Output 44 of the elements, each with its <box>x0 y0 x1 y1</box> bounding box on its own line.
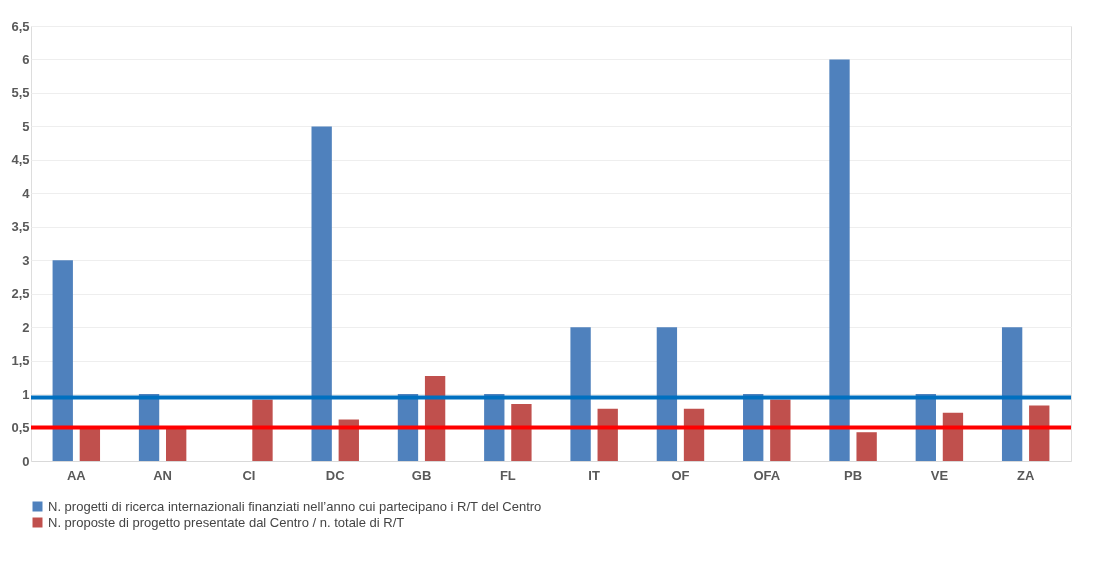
x-tick-label: CI <box>242 467 256 483</box>
bar <box>656 327 678 461</box>
y-tick-label: 1 <box>22 386 30 402</box>
y-tick-label: 0 <box>22 453 30 469</box>
bar <box>770 399 791 461</box>
x-tick-label: AN <box>153 467 173 483</box>
bar <box>1029 405 1050 461</box>
legend-label: N. proposte di progetto presentate dal Centro / n. totale di R/T <box>48 514 405 530</box>
y-tick-label: 5 <box>22 118 30 134</box>
y-tick-label: 2 <box>22 319 30 335</box>
y-tick-label: 5,5 <box>11 85 30 101</box>
x-tick-label: GB <box>411 467 432 483</box>
bar <box>683 408 705 461</box>
bar <box>570 327 591 461</box>
bar <box>252 399 273 461</box>
bar <box>829 59 850 461</box>
bar <box>79 427 101 461</box>
bar <box>597 408 618 461</box>
y-tick-label: 3 <box>22 252 30 268</box>
x-tick-label: PB <box>844 467 863 483</box>
bar <box>856 432 877 461</box>
bar <box>52 260 73 461</box>
y-tick-label: 3,5 <box>11 219 30 235</box>
y-tick-label: 6,5 <box>11 18 30 34</box>
x-tick-label: OF <box>671 467 690 483</box>
y-tick-label: 1,5 <box>11 353 30 369</box>
x-tick-label: IT <box>588 467 600 483</box>
x-tick-label: OFA <box>753 467 781 483</box>
x-tick-label: DC <box>325 467 346 483</box>
bar <box>511 404 532 461</box>
x-tick-label: AA <box>66 467 87 483</box>
x-tick-label: VE <box>930 467 949 483</box>
legend-label: N. progetti di ricerca internazionali finanziati nell’anno cui partecipano i R/T del Centro <box>48 498 542 514</box>
bar <box>166 427 187 461</box>
y-tick-label: 6 <box>22 51 30 67</box>
x-tick-label: ZA <box>1017 467 1035 483</box>
y-tick-label: 2,5 <box>11 286 30 302</box>
y-tick-label: 4,5 <box>11 152 30 168</box>
bar <box>311 126 332 461</box>
y-tick-label: 4 <box>22 185 31 201</box>
bar <box>942 412 964 461</box>
x-tick-label: FL <box>499 467 516 483</box>
y-tick-label: 0,5 <box>11 420 30 436</box>
bar <box>1001 327 1023 461</box>
